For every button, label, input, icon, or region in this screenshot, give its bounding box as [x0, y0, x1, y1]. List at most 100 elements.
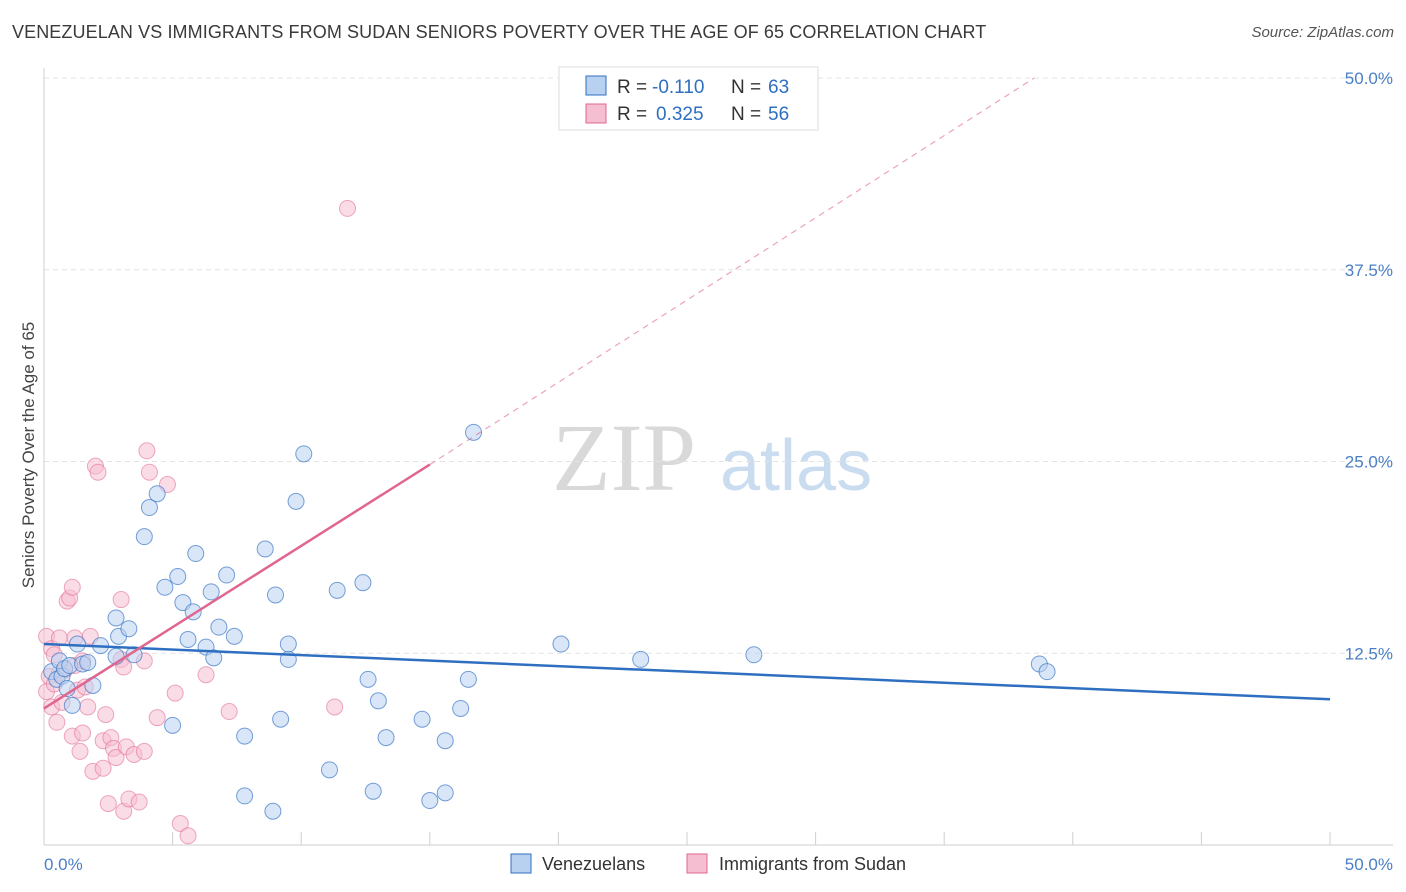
data-point-venezuelans: [459, 670, 477, 688]
data-point-sudan: [130, 793, 148, 811]
legend-swatch-sudan: [585, 103, 607, 124]
data-point-venezuelans: [745, 646, 763, 664]
legend-label-venezuelans: Venezuelans: [542, 854, 645, 874]
data-point-venezuelans: [320, 761, 338, 779]
y-tick-labels: 12.5% 25.0% 37.5% 50.0%: [1345, 69, 1393, 663]
data-point-venezuelans: [63, 696, 81, 714]
data-point-venezuelans: [210, 618, 228, 636]
data-point-venezuelans: [264, 802, 282, 820]
watermark-zip: ZIP: [552, 404, 696, 511]
correlation-legend: R = -0.110 N = 63 R = 0.325 N = 56: [558, 66, 819, 131]
data-point-venezuelans: [413, 710, 431, 728]
gridlines: [44, 77, 1393, 654]
x-tick-label: 0.0%: [44, 855, 83, 874]
legend-n-value: 56: [768, 104, 789, 125]
data-point-venezuelans: [202, 583, 220, 601]
legend-r-value: -0.110: [652, 77, 704, 98]
series-sudan-points: [38, 199, 356, 845]
data-point-sudan: [338, 199, 356, 217]
data-point-venezuelans: [359, 670, 377, 688]
data-point-venezuelans: [369, 692, 387, 710]
x-tick-labels: 0.0% 50.0%: [44, 855, 1393, 874]
legend-label-sudan: Immigrants from Sudan: [719, 854, 906, 874]
source-credit: Source: ZipAtlas.com: [1251, 24, 1394, 41]
data-point-sudan: [179, 827, 197, 845]
legend-r-label: R =: [617, 104, 647, 125]
data-point-venezuelans: [377, 729, 395, 747]
chart-title: VENEZUELAN VS IMMIGRANTS FROM SUDAN SENI…: [12, 22, 987, 42]
data-point-venezuelans: [236, 727, 254, 745]
data-point-sudan: [197, 666, 215, 684]
data-point-venezuelans: [421, 792, 439, 810]
trend-line-sudan-extended: [429, 77, 1035, 466]
data-point-sudan: [79, 698, 97, 716]
data-point-sudan: [89, 463, 107, 481]
data-point-sudan: [112, 591, 130, 609]
data-point-venezuelans: [120, 620, 138, 638]
data-point-sudan: [220, 703, 238, 721]
data-point-venezuelans: [135, 528, 153, 546]
data-point-venezuelans: [287, 492, 305, 510]
data-point-sudan: [48, 713, 66, 731]
series-venezuelans-points: [43, 423, 1056, 820]
watermark-atlas: atlas: [720, 426, 872, 506]
data-point-venezuelans: [266, 586, 284, 604]
data-point-venezuelans: [169, 568, 187, 586]
data-point-sudan: [97, 706, 115, 724]
data-point-venezuelans: [79, 653, 97, 671]
y-axis-label: Seniors Poverty Over the Age of 65: [19, 322, 38, 588]
legend-r-value: 0.325: [656, 104, 704, 125]
data-point-sudan: [71, 742, 89, 760]
data-point-venezuelans: [1038, 663, 1056, 681]
data-point-venezuelans: [218, 566, 236, 584]
data-point-venezuelans: [552, 635, 570, 653]
data-point-venezuelans: [107, 609, 125, 627]
axes: [43, 68, 1393, 846]
data-point-venezuelans: [354, 574, 372, 592]
data-point-venezuelans: [140, 499, 158, 517]
legend-swatch-venezuelans: [510, 853, 532, 874]
data-point-sudan: [135, 742, 153, 760]
trend-line-venezuelans: [43, 642, 1331, 701]
data-point-sudan: [63, 578, 81, 596]
x-tick-marks: [43, 832, 1331, 845]
data-point-venezuelans: [148, 485, 166, 503]
data-point-sudan: [74, 724, 92, 742]
y-tick-label: 50.0%: [1345, 69, 1393, 88]
data-point-venezuelans: [452, 699, 470, 717]
data-point-venezuelans: [279, 635, 297, 653]
data-point-sudan: [99, 795, 117, 813]
trend-line-sudan: [43, 463, 431, 710]
data-point-venezuelans: [272, 710, 290, 728]
data-point-sudan: [140, 463, 158, 481]
y-tick-label: 25.0%: [1345, 453, 1393, 472]
data-point-venezuelans: [156, 578, 174, 596]
data-point-venezuelans: [164, 716, 182, 734]
legend-r-label: R =: [617, 77, 647, 98]
x-tick-label: 50.0%: [1345, 855, 1393, 874]
trend-lines: [43, 77, 1331, 710]
series-legend: Venezuelans Immigrants from Sudan: [510, 853, 906, 874]
data-point-venezuelans: [465, 423, 483, 441]
y-tick-label: 12.5%: [1345, 644, 1393, 663]
data-point-venezuelans: [436, 784, 454, 802]
data-point-sudan: [171, 815, 189, 833]
data-point-sudan: [107, 749, 125, 767]
data-point-sudan: [94, 759, 112, 777]
data-point-venezuelans: [256, 540, 274, 558]
data-point-venezuelans: [436, 732, 454, 750]
data-point-sudan: [138, 442, 156, 460]
data-point-venezuelans: [632, 650, 650, 668]
y-tick-label: 37.5%: [1345, 261, 1393, 280]
data-point-venezuelans: [236, 787, 254, 805]
data-point-venezuelans: [187, 545, 205, 563]
data-point-venezuelans: [364, 782, 382, 800]
legend-swatch-venezuelans: [585, 75, 607, 96]
data-point-sudan: [148, 709, 166, 727]
legend-n-label: N =: [731, 77, 761, 98]
data-point-sudan: [326, 698, 344, 716]
legend-n-value: 63: [768, 77, 789, 98]
legend-n-label: N =: [731, 104, 761, 125]
data-point-venezuelans: [295, 445, 313, 463]
